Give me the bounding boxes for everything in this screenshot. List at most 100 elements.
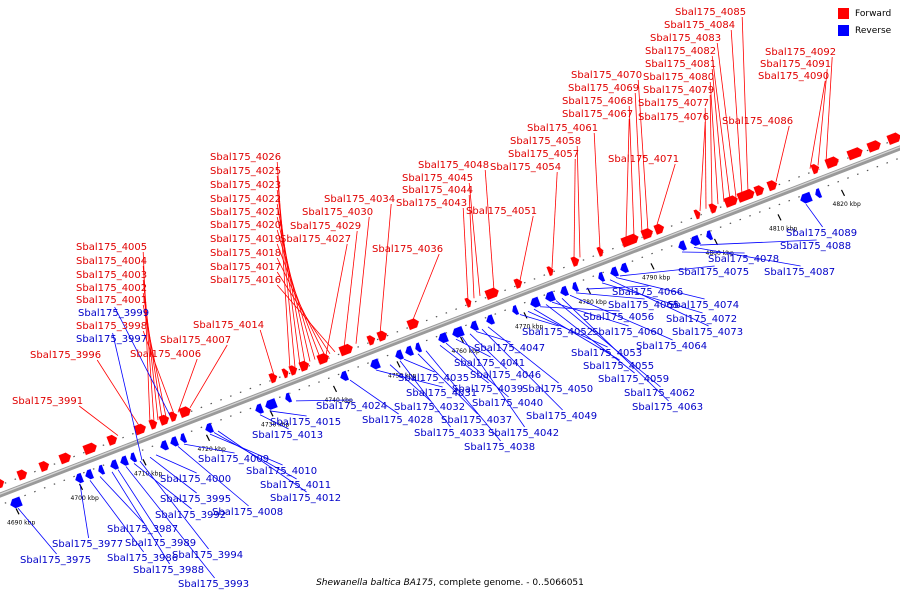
leader-line	[461, 336, 525, 428]
leader-line	[699, 239, 817, 246]
scale-tick-mark	[840, 189, 846, 197]
genome-axis	[0, 137, 900, 506]
reverse-gene-block	[74, 472, 85, 484]
reverse-gene-block	[677, 239, 688, 252]
leader-line	[379, 203, 392, 335]
reverse-gene-block	[179, 432, 188, 444]
legend-reverse-label: Reverse	[855, 25, 892, 36]
gene-label: Sbal175_4007	[160, 335, 231, 346]
leader-line	[276, 203, 306, 364]
gene-label: Sbal175_3988	[133, 565, 204, 576]
gene-label: Sbal175_4073	[672, 327, 743, 338]
gene-label: Sbal175_4071	[608, 154, 679, 165]
forward-gene-block	[463, 297, 472, 309]
reverse-gene-block	[529, 296, 542, 309]
gene-label: Sbal175_4045	[402, 173, 473, 184]
leader-line	[716, 42, 737, 198]
leader-line	[637, 79, 649, 232]
leader-line	[533, 308, 620, 361]
leader-line	[555, 300, 661, 388]
scale-tick-mark	[142, 459, 147, 466]
forward-gene-block	[167, 411, 178, 423]
leader-line	[411, 253, 440, 323]
gene-label: Sbal175_4068	[562, 96, 633, 107]
leader-line	[417, 353, 478, 415]
gene-label: Sbal175_4032	[394, 402, 465, 413]
leader-line	[259, 414, 289, 430]
gene-label: Sbal175_4077	[638, 98, 709, 109]
leader-line	[468, 182, 481, 296]
leader-line	[593, 132, 601, 250]
map-caption: Shewanella baltica BA175, complete genom…	[0, 578, 900, 588]
reverse-gene-block	[559, 285, 570, 297]
gene-label: Sbal175_4020	[210, 220, 281, 231]
gene-label: Sbal175_4072	[666, 314, 737, 325]
forward-gene-block	[569, 256, 580, 268]
gene-label: Sbal175_4050	[522, 384, 593, 395]
gene-label: Sbal175_3992	[155, 510, 226, 521]
gene-label: Sbal175_3986	[107, 553, 178, 564]
leader-line	[573, 158, 576, 260]
axis-line-shadow	[0, 145, 900, 498]
forward-gene-block	[15, 469, 28, 482]
leader-line	[17, 507, 57, 555]
gene-label: Sbal175_4062	[624, 388, 695, 399]
leader-line	[111, 471, 170, 565]
forward-gene-block	[545, 265, 554, 277]
axis-line-highlight	[0, 146, 900, 495]
leader-line	[425, 350, 501, 442]
leader-line	[601, 282, 703, 314]
gene-label: Sbal175_3987	[107, 524, 178, 535]
leader-line	[79, 484, 89, 539]
leader-line	[276, 189, 301, 366]
gene-label: Sbal175_3977	[52, 539, 123, 550]
leader-line	[349, 379, 399, 415]
gene-label: Sbal175_4040	[472, 398, 543, 409]
forward-gene-block	[157, 414, 170, 427]
gene-label: Sbal175_4091	[760, 59, 831, 70]
gene-label: Sbal175_4065	[608, 300, 679, 311]
leader-line	[609, 279, 709, 327]
leader-line	[545, 304, 635, 374]
leader-line	[189, 344, 228, 408]
scale-tick-mark	[205, 434, 211, 442]
leader-line	[711, 55, 731, 200]
leader-line	[569, 294, 673, 341]
reverse-gene-block	[404, 345, 415, 357]
gene-label: Sbal175_4081	[645, 59, 716, 70]
scale-tick-label: 4730 kbp	[261, 421, 289, 428]
gene-label: Sbal175_4060	[592, 327, 663, 338]
gene-label: Sbal175_4058	[510, 136, 581, 147]
leader-line	[462, 207, 469, 301]
leader-line	[343, 230, 358, 349]
leader-line	[295, 399, 353, 402]
gene-label: Sbal175_4005	[76, 242, 147, 253]
gene-label: Sbal175_3991	[12, 396, 83, 407]
gene-label: Sbal175_4046	[470, 370, 541, 381]
leader-line	[355, 216, 370, 344]
gene-label: Sbal175_4011	[260, 480, 331, 491]
leader-line	[403, 358, 435, 373]
gene-label: Sbal175_4092	[765, 47, 836, 58]
gene-label: Sbal175_4022	[210, 194, 281, 205]
forward-gene-block	[147, 418, 158, 431]
forward-gene-block	[639, 227, 654, 241]
leader-line	[276, 257, 326, 356]
scale-tick-mark	[396, 361, 401, 368]
gene-label: Sbal175_4004	[76, 256, 147, 267]
gene-label: Sbal175_4066	[612, 287, 683, 298]
gene-label: Sbal175_4019	[210, 234, 281, 245]
leader-line	[825, 56, 833, 163]
scale-tick-mark	[332, 385, 338, 393]
legend-reverse: Reverse	[838, 25, 891, 36]
gene-label: Sbal175_4013	[252, 430, 323, 441]
leader-line	[139, 460, 209, 550]
gene-label: Sbal175_4018	[210, 248, 281, 259]
gene-label: Sbal175_4042	[488, 428, 559, 439]
leader-line	[619, 265, 715, 277]
gene-label: Sbal175_3989	[125, 538, 196, 549]
forward-gene-block	[512, 278, 523, 290]
leader-line	[625, 118, 630, 240]
gene-label: Sbal175_4061	[527, 123, 598, 134]
gene-label: Sbal175_4053	[571, 348, 642, 359]
